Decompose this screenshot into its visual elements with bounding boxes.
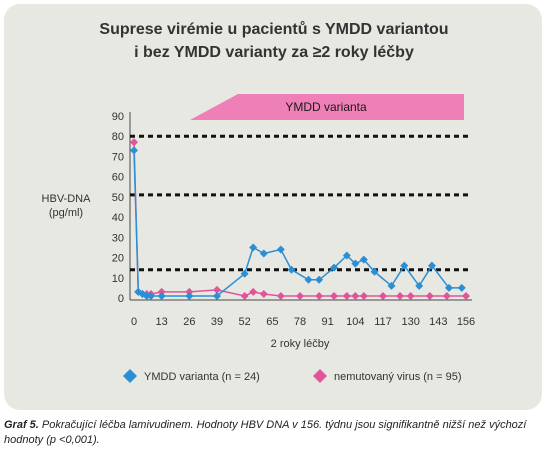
data-point xyxy=(142,291,151,300)
y-axis-label-line2: (pg/ml) xyxy=(49,207,83,219)
x-axis-label: 2 roky léčby xyxy=(271,338,330,350)
data-point xyxy=(147,291,156,300)
x-tick-label: 0 xyxy=(131,316,137,328)
data-point xyxy=(427,261,436,270)
figure-caption: Graf 5. Pokračující léčba lamivudinem. H… xyxy=(4,418,540,448)
data-point xyxy=(213,285,221,294)
data-point xyxy=(287,265,296,274)
x-tick-label: 52 xyxy=(239,316,251,328)
chart-title-line1: Suprese virémie u pacientů s YMDD varian… xyxy=(99,21,449,38)
data-point xyxy=(315,291,324,300)
legend-marker xyxy=(123,369,137,383)
x-tick-label: 91 xyxy=(322,316,334,328)
y-tick-label: 20 xyxy=(112,253,124,265)
data-point xyxy=(444,283,453,292)
data-point xyxy=(342,251,351,260)
x-tick-label: 26 xyxy=(183,316,195,328)
chart-title: Suprese virémie u pacientů s YMDD varian… xyxy=(0,18,548,64)
data-point xyxy=(342,291,351,300)
data-point xyxy=(249,243,258,252)
data-point xyxy=(425,291,434,300)
data-point xyxy=(304,275,313,284)
data-point xyxy=(130,146,138,155)
data-point xyxy=(240,269,249,278)
data-point xyxy=(370,267,379,276)
data-point xyxy=(315,275,324,284)
data-point xyxy=(379,291,387,300)
x-tick-label: 117 xyxy=(374,316,392,328)
y-tick-label: 50 xyxy=(112,192,124,204)
data-point xyxy=(157,287,166,296)
data-point xyxy=(157,291,166,300)
data-point xyxy=(185,287,194,296)
series-line xyxy=(133,142,466,297)
x-tick-label: 65 xyxy=(266,316,278,328)
chart-title-line2: i bez YMDD varianty za ≥2 roky léčby xyxy=(134,44,414,61)
y-tick-label: 80 xyxy=(112,131,124,143)
data-point xyxy=(276,291,285,300)
chart-panel xyxy=(4,4,542,410)
data-point xyxy=(387,281,396,290)
data-point xyxy=(213,291,221,300)
x-tick-label: 104 xyxy=(346,316,364,328)
ymdd-banner-label: YMDD varianta xyxy=(285,100,367,114)
y-tick-label: 60 xyxy=(112,172,124,184)
x-tick-label: 130 xyxy=(401,316,419,328)
x-tick-label: 156 xyxy=(457,316,475,328)
data-point xyxy=(330,263,339,272)
data-point xyxy=(400,261,409,270)
data-point xyxy=(359,291,368,300)
data-point xyxy=(185,291,194,300)
caption-label: Graf 5. xyxy=(4,419,39,431)
data-point xyxy=(351,259,360,268)
caption-text: Pokračující léčba lamivudinem. Hodnoty H… xyxy=(4,419,527,446)
data-point xyxy=(351,291,360,300)
y-tick-label: 0 xyxy=(118,293,124,305)
data-point xyxy=(330,291,339,300)
data-point xyxy=(296,291,304,300)
y-axis-label-line1: HBV-DNA xyxy=(42,193,92,205)
y-tick-label: 10 xyxy=(112,273,124,285)
y-tick-label: 40 xyxy=(112,212,124,224)
data-point xyxy=(415,281,424,290)
legend-label: YMDD varianta (n = 24) xyxy=(144,371,260,383)
data-point xyxy=(259,289,268,298)
data-point xyxy=(276,245,285,254)
data-point xyxy=(240,291,249,300)
data-point xyxy=(359,255,368,264)
ymdd-banner xyxy=(190,94,464,120)
series-line xyxy=(133,150,462,297)
legend-marker xyxy=(313,369,327,383)
legend-label: nemutovaný virus (n = 95) xyxy=(334,371,461,383)
y-tick-label: 90 xyxy=(112,111,124,123)
data-point xyxy=(442,291,451,300)
data-point xyxy=(406,291,415,300)
data-point xyxy=(462,291,470,300)
x-tick-label: 39 xyxy=(211,316,223,328)
data-point xyxy=(130,138,138,147)
y-tick-label: 70 xyxy=(112,151,124,163)
y-tick-label: 30 xyxy=(112,232,124,244)
data-point xyxy=(396,291,405,300)
x-tick-label: 13 xyxy=(156,316,168,328)
data-point xyxy=(457,283,466,292)
x-tick-label: 78 xyxy=(294,316,306,328)
data-point xyxy=(249,287,258,296)
data-point xyxy=(259,249,268,258)
x-tick-label: 143 xyxy=(429,316,447,328)
